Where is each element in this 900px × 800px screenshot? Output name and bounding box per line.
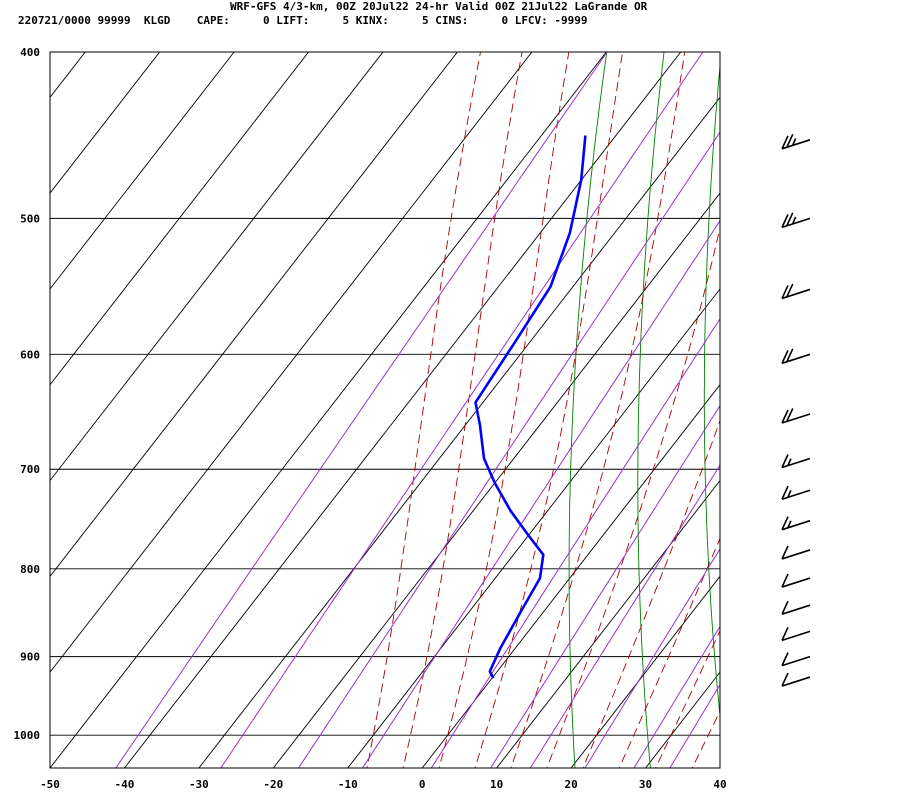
temperature-tick-label: 10 (490, 778, 503, 791)
wind-barb (781, 600, 811, 615)
mixing-ratio-line (115, 52, 608, 768)
thermo-grid (0, 33, 900, 772)
wind-barb (781, 516, 811, 531)
isotherm (50, 52, 458, 578)
pressure-tick-label: 1000 (14, 729, 41, 742)
temperature-tick-label: 30 (639, 778, 652, 791)
wind-barb (781, 573, 811, 588)
wind-barb (781, 672, 811, 687)
plot-border (49, 51, 721, 769)
isotherm (421, 384, 720, 768)
sounding-stats: 220721/0000 99999 KLGD CAPE: 0 LIFT: 5 K… (18, 14, 588, 27)
temperature-tick-label: -10 (338, 778, 358, 791)
isotherm (50, 52, 533, 673)
temperature-tick-label: 20 (564, 778, 577, 791)
wind-barb (781, 627, 811, 642)
mixing-ratio-line (490, 404, 720, 768)
mixing-ratio-line (298, 131, 720, 768)
isotherm (50, 52, 161, 194)
moist-adiabat (402, 52, 523, 768)
pressure-tick-label: 600 (20, 348, 40, 361)
temperature-tick-label: -50 (40, 778, 60, 791)
mixing-ratio-line (220, 52, 704, 768)
axis-ticks: 400 500 600 700 800 900 1000 -50 -40 -30 -20 -10 0 10… (14, 46, 727, 791)
isotherm (50, 52, 384, 482)
wind-barb (781, 485, 811, 501)
plot-area (50, 52, 720, 768)
temperature-tick-label: -20 (263, 778, 283, 791)
mixing-ratio-line (529, 464, 720, 768)
dry-adiabat (831, 33, 877, 772)
mixing-ratio-line (430, 317, 720, 768)
pressure-tick-label: 900 (20, 651, 40, 664)
wind-barb (781, 348, 811, 365)
isotherm (50, 52, 235, 290)
moist-adiabat (655, 629, 720, 768)
isotherm (570, 575, 720, 768)
moist-adiabat (510, 52, 686, 768)
pressure-tick-label: 500 (20, 212, 40, 225)
dry-adiabat (568, 52, 608, 768)
pressure-tick-label: 800 (20, 563, 40, 576)
moist-adiabat (438, 52, 570, 768)
wind-barb (781, 133, 811, 150)
pressure-tick-label: 700 (20, 463, 40, 476)
temperature-tick-label: -30 (189, 778, 209, 791)
wind-barb (781, 212, 811, 229)
wind-barb (781, 545, 811, 560)
wind-barb (781, 652, 811, 667)
dry-adiabat (637, 52, 665, 768)
wind-barb (781, 283, 811, 300)
moist-adiabat (366, 52, 481, 768)
temperature-tick-label: 0 (419, 778, 426, 791)
isotherm (50, 52, 309, 386)
pressure-tick-label: 400 (20, 46, 40, 59)
isotherm (50, 52, 607, 768)
isotherm (496, 479, 720, 768)
mixing-ratio-line (361, 219, 720, 768)
isotherm (272, 192, 720, 768)
moist-adiabat (618, 537, 720, 768)
wind-barbs (781, 133, 811, 687)
wind-barb (781, 408, 811, 424)
moist-adiabat (474, 52, 624, 768)
mixing-ratio-line (633, 625, 720, 768)
temperature-tick-label: -40 (115, 778, 135, 791)
moist-adiabat (582, 419, 720, 768)
wind-barb (781, 454, 811, 469)
temperature-tick-label: 40 (713, 778, 726, 791)
plot-background (50, 52, 720, 768)
moist-adiabat (546, 226, 720, 768)
isotherm (124, 52, 682, 768)
chart-title: WRF-GFS 4/3-km, 00Z 20Jul22 24-hr Valid … (230, 0, 648, 13)
dewpoint-profile (474, 135, 587, 679)
isotherm (0, 52, 11, 768)
mixing-ratio-line (584, 547, 720, 768)
profiles (474, 135, 587, 679)
dry-adiabat (892, 33, 900, 772)
plot-frame (49, 51, 721, 769)
mixing-ratio-line (669, 683, 720, 768)
isotherm (719, 767, 720, 768)
